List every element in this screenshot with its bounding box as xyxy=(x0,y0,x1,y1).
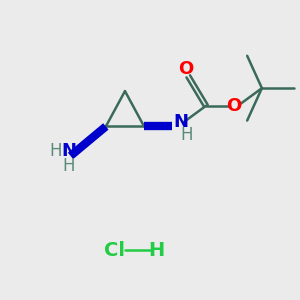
Text: H: H xyxy=(181,126,193,144)
Text: H: H xyxy=(50,142,62,160)
Text: H: H xyxy=(63,157,75,175)
Text: Cl: Cl xyxy=(104,241,125,260)
Text: O: O xyxy=(226,97,242,115)
Text: H: H xyxy=(148,241,164,260)
Text: O: O xyxy=(178,60,193,78)
Text: N: N xyxy=(61,142,76,160)
Text: N: N xyxy=(173,113,188,131)
